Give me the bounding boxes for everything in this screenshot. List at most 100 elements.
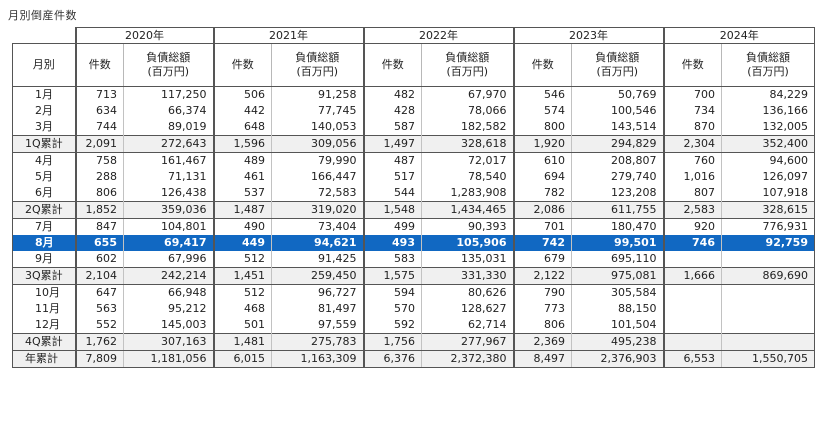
row-label: 6月 (12, 185, 76, 202)
debt-cell (721, 251, 815, 268)
debt-cell: 136,166 (721, 103, 815, 119)
count-cell: 734 (662, 103, 722, 119)
count-cell: 449 (212, 235, 272, 251)
count-cell: 1,920 (512, 135, 572, 153)
count-column-header: 件数 (74, 43, 124, 87)
debt-cell: 96,727 (271, 284, 364, 301)
count-cell: 594 (362, 284, 422, 301)
count-cell: 847 (74, 218, 124, 235)
count-cell: 713 (74, 86, 124, 103)
debt-cell: 101,504 (571, 317, 664, 334)
count-cell: 806 (74, 185, 124, 202)
table-row: 8月 655 69,417 449 94,621 493 105,906 742 99,501 7… (12, 235, 815, 251)
debt-cell: 145,003 (123, 317, 214, 334)
table-row: 3月 744 89,019 648 140,053 587 182,582 800 143,51… (12, 119, 815, 136)
debt-cell: 1,550,705 (721, 350, 815, 368)
debt-cell: 104,801 (123, 218, 214, 235)
debt-cell: 88,150 (571, 301, 664, 317)
debt-cell: 319,020 (271, 201, 364, 219)
count-cell: 1,497 (362, 135, 422, 153)
count-cell: 679 (512, 251, 572, 268)
row-label: 3月 (12, 119, 76, 136)
count-cell: 1,548 (362, 201, 422, 219)
count-cell: 552 (74, 317, 124, 334)
row-label: 11月 (12, 301, 76, 317)
debt-cell: 73,404 (271, 218, 364, 235)
count-cell: 655 (74, 235, 124, 251)
debt-cell: 1,283,908 (421, 185, 514, 202)
count-cell: 442 (212, 103, 272, 119)
debt-cell: 105,906 (421, 235, 514, 251)
debt-cell (721, 333, 815, 351)
count-cell: 744 (74, 119, 124, 136)
debt-cell: 309,056 (271, 135, 364, 153)
count-cell: 6,553 (662, 350, 722, 368)
count-cell: 482 (362, 86, 422, 103)
debt-cell: 294,829 (571, 135, 664, 153)
row-label: 2Q累計 (12, 201, 76, 219)
count-cell: 512 (212, 251, 272, 268)
debt-cell: 69,417 (123, 235, 214, 251)
count-cell: 1,451 (212, 267, 272, 285)
table-row: 2月 634 66,374 442 77,745 428 78,066 574 100,546 7… (12, 103, 815, 119)
debt-cell: 89,019 (123, 119, 214, 136)
debt-cell: 91,258 (271, 86, 364, 103)
debt-cell: 275,783 (271, 333, 364, 351)
count-cell: 493 (362, 235, 422, 251)
count-cell (662, 333, 722, 351)
count-cell: 7,809 (74, 350, 124, 368)
table-row: 11月 563 95,212 468 81,497 570 128,627 773 88,150 (12, 301, 815, 317)
debt-cell: 331,330 (421, 267, 514, 285)
count-cell: 546 (512, 86, 572, 103)
debt-cell: 84,229 (721, 86, 815, 103)
count-cell: 489 (212, 152, 272, 169)
debt-column-header: 負債総額 (百万円) (421, 43, 514, 87)
count-cell: 634 (74, 103, 124, 119)
count-cell: 490 (212, 218, 272, 235)
table-row: 6月 806 126,438 537 72,583 544 1,283,908 782 123,… (12, 185, 815, 202)
row-label: 4月 (12, 152, 76, 169)
count-cell: 2,086 (512, 201, 572, 219)
debt-cell: 869,690 (721, 267, 815, 285)
count-cell: 1,756 (362, 333, 422, 351)
count-cell: 1,762 (74, 333, 124, 351)
debt-cell: 95,212 (123, 301, 214, 317)
row-label: 9月 (12, 251, 76, 268)
table-row: 5月 288 71,131 461 166,447 517 78,540 694 279,740… (12, 169, 815, 185)
count-cell: 694 (512, 169, 572, 185)
debt-cell: 92,759 (721, 235, 815, 251)
debt-cell: 50,769 (571, 86, 664, 103)
debt-cell: 1,434,465 (421, 201, 514, 219)
count-cell: 8,497 (512, 350, 572, 368)
column-header-row: 月別 件数 負債総額 (百万円) 件数 負債総額 (百万円) 件数 負債総額 (百万円… (12, 43, 815, 87)
debt-cell: 78,066 (421, 103, 514, 119)
count-cell: 499 (362, 218, 422, 235)
debt-cell: 307,163 (123, 333, 214, 351)
count-cell: 592 (362, 317, 422, 334)
count-cell: 1,481 (212, 333, 272, 351)
debt-header-line2: (百万円) (596, 65, 639, 78)
debt-header-line2: (百万円) (747, 65, 789, 78)
debt-cell: 180,470 (571, 218, 664, 235)
debt-cell: 135,031 (421, 251, 514, 268)
month-column-header: 月別 (12, 43, 76, 87)
count-cell: 574 (512, 103, 572, 119)
debt-cell: 72,583 (271, 185, 364, 202)
count-cell: 587 (362, 119, 422, 136)
debt-cell: 132,005 (721, 119, 815, 136)
count-cell: 647 (74, 284, 124, 301)
debt-cell: 66,374 (123, 103, 214, 119)
debt-cell: 80,626 (421, 284, 514, 301)
debt-cell: 166,447 (271, 169, 364, 185)
debt-cell: 242,214 (123, 267, 214, 285)
debt-cell: 1,181,056 (123, 350, 214, 368)
debt-column-header: 負債総額 (百万円) (123, 43, 214, 87)
debt-cell: 695,110 (571, 251, 664, 268)
count-cell: 602 (74, 251, 124, 268)
debt-cell: 90,393 (421, 218, 514, 235)
count-cell: 537 (212, 185, 272, 202)
page-title: 月別倒産件数 (8, 9, 77, 22)
row-label: 10月 (12, 284, 76, 301)
debt-cell: 495,238 (571, 333, 664, 351)
debt-cell: 328,615 (721, 201, 815, 219)
